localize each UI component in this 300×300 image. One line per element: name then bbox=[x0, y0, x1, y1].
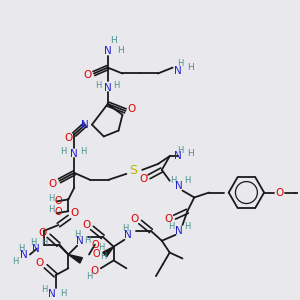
Text: H: H bbox=[187, 149, 194, 158]
Text: H: H bbox=[184, 176, 190, 185]
Text: H: H bbox=[48, 194, 55, 203]
Text: N: N bbox=[174, 65, 182, 76]
Text: N: N bbox=[124, 230, 132, 240]
Polygon shape bbox=[68, 254, 83, 263]
Text: H: H bbox=[18, 244, 24, 253]
Text: O: O bbox=[55, 207, 62, 217]
Text: O: O bbox=[64, 134, 73, 143]
Text: O: O bbox=[70, 208, 78, 218]
Text: O: O bbox=[127, 104, 135, 114]
Text: O: O bbox=[82, 220, 90, 230]
Text: H: H bbox=[84, 236, 90, 245]
Text: N: N bbox=[20, 250, 28, 260]
Polygon shape bbox=[103, 247, 114, 257]
Text: O: O bbox=[49, 179, 57, 189]
Text: O: O bbox=[55, 196, 62, 206]
Text: H: H bbox=[86, 272, 92, 281]
Text: H: H bbox=[187, 63, 194, 72]
Text: H: H bbox=[170, 176, 177, 185]
Text: N: N bbox=[175, 181, 182, 191]
Text: N: N bbox=[175, 226, 182, 236]
Text: O: O bbox=[165, 214, 173, 224]
Text: H: H bbox=[117, 46, 124, 56]
Text: N: N bbox=[70, 149, 78, 159]
Text: H: H bbox=[110, 35, 117, 44]
Text: H: H bbox=[169, 223, 175, 232]
Text: O: O bbox=[139, 174, 147, 184]
Text: O: O bbox=[91, 266, 99, 276]
Text: H: H bbox=[100, 252, 107, 261]
Text: N: N bbox=[104, 83, 112, 93]
Text: H: H bbox=[74, 230, 80, 239]
Text: H: H bbox=[177, 146, 184, 155]
Text: N: N bbox=[76, 236, 84, 246]
Text: H: H bbox=[41, 238, 48, 247]
Text: H: H bbox=[80, 147, 86, 156]
Text: H: H bbox=[113, 81, 120, 90]
Text: O: O bbox=[276, 188, 284, 197]
Text: H: H bbox=[48, 205, 55, 214]
Text: H: H bbox=[99, 243, 105, 252]
Text: N: N bbox=[174, 151, 182, 161]
Text: O: O bbox=[83, 70, 91, 80]
Text: O: O bbox=[39, 228, 47, 238]
Text: H: H bbox=[60, 290, 67, 298]
Text: H: H bbox=[122, 224, 129, 233]
Text: N: N bbox=[104, 46, 112, 56]
Text: O: O bbox=[92, 248, 100, 259]
Text: H: H bbox=[95, 81, 101, 90]
Text: H: H bbox=[30, 238, 36, 247]
Text: O: O bbox=[36, 258, 44, 268]
Text: N: N bbox=[32, 244, 40, 254]
Text: N: N bbox=[81, 120, 89, 130]
Text: H: H bbox=[12, 257, 18, 266]
Text: O: O bbox=[130, 214, 138, 224]
Text: H: H bbox=[177, 59, 184, 68]
Text: H: H bbox=[60, 147, 67, 156]
Text: N: N bbox=[48, 289, 56, 299]
Text: H: H bbox=[184, 223, 190, 232]
Text: S: S bbox=[129, 164, 137, 177]
Text: H: H bbox=[41, 285, 48, 294]
Text: O: O bbox=[91, 240, 99, 250]
